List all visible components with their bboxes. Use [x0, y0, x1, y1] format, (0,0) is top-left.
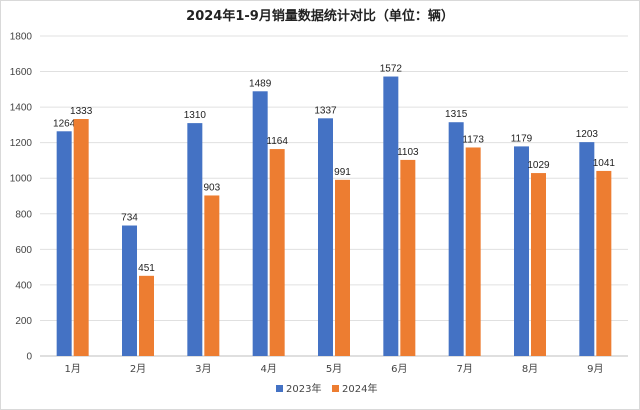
y-tick-label: 1000 [10, 174, 33, 185]
data-label: 734 [121, 213, 138, 224]
x-tick-label: 6月 [391, 363, 407, 375]
bar-2024-7 [465, 147, 481, 356]
bar-2024-5 [335, 179, 350, 356]
bar-2023-7 [448, 122, 464, 356]
y-tick-label: 400 [15, 280, 32, 291]
data-label: 1337 [314, 105, 337, 116]
bar-2023-3 [187, 123, 203, 356]
data-label: 1315 [445, 109, 468, 120]
x-tick-label: 4月 [260, 363, 276, 375]
y-tick-label: 1200 [10, 138, 33, 149]
y-tick-label: 0 [26, 352, 32, 363]
data-label: 1103 [397, 147, 419, 158]
bar-2023-1 [56, 131, 72, 356]
y-axis: 0 200 400 600 800 1000 1200 1400 1600 1800 [10, 32, 33, 363]
x-tick-label: 8月 [522, 363, 538, 375]
bar-2024-1 [73, 119, 89, 357]
legend-swatch [276, 385, 283, 392]
bar-2023-8 [514, 146, 529, 356]
bar-2024-6 [400, 159, 416, 356]
bar-2023-5 [318, 118, 333, 356]
data-label: 991 [334, 167, 351, 178]
data-label: 1041 [593, 158, 616, 169]
data-label: 1164 [266, 136, 288, 147]
data-label: 903 [203, 182, 220, 193]
x-tick-label: 3月 [195, 363, 211, 375]
x-tick-label: 9月 [587, 363, 603, 375]
y-tick-label: 600 [15, 245, 32, 256]
data-label: 1572 [380, 64, 403, 75]
bar-2024-2 [139, 275, 154, 356]
data-label: 451 [138, 263, 155, 274]
bar-2024-4 [269, 149, 285, 356]
data-label: 1029 [527, 160, 550, 171]
data-label: 1179 [511, 133, 533, 144]
bar-2024-8 [531, 173, 546, 356]
grid-lines [40, 35, 628, 357]
data-label: 1489 [249, 78, 272, 89]
bar-2024-3 [204, 195, 220, 356]
x-tick-label: 5月 [326, 363, 342, 375]
bar-2024-9 [596, 170, 612, 356]
x-tick-label: 1月 [64, 363, 80, 375]
data-label: 1310 [184, 110, 207, 121]
y-tick-label: 1600 [10, 67, 33, 78]
bar-2023-2 [122, 225, 137, 356]
chart-title: 2024年1-9月销量数据统计对比（单位：辆） [186, 8, 454, 24]
data-label: 1333 [70, 106, 93, 117]
y-tick-label: 1800 [10, 32, 33, 43]
bar-2023-9 [579, 142, 595, 356]
y-tick-label: 200 [15, 316, 32, 327]
legend-entry: 2024年 [342, 382, 377, 395]
legend-entry: 2023年 [286, 382, 321, 395]
x-tick-label: 2月 [130, 363, 146, 375]
x-tick-label: 7月 [456, 363, 472, 375]
y-tick-label: 1400 [10, 103, 33, 114]
bar-2023-6 [383, 76, 399, 357]
data-label: 1173 [462, 134, 484, 145]
data-label: 1264 [53, 118, 76, 129]
bar-2023-4 [252, 91, 268, 357]
y-tick-label: 800 [15, 209, 32, 220]
x-axis: 1月 2月 3月 4月 5月 6月 7月 8月 9月 [64, 363, 603, 375]
legend-swatch [332, 385, 339, 392]
legend: 2023年 2024年 [276, 382, 377, 395]
data-label: 1203 [576, 129, 599, 140]
